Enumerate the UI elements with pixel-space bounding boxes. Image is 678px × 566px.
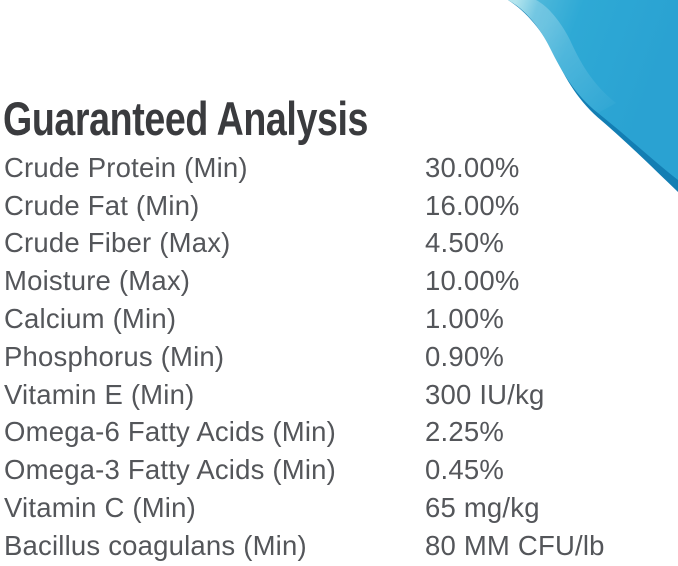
analysis-row: Phosphorus (Min) 0.90% bbox=[4, 338, 676, 376]
nutrient-value: 0.45% bbox=[425, 454, 504, 486]
nutrient-label: Crude Protein (Min) bbox=[4, 151, 248, 183]
nutrient-label: Vitamin C (Min) bbox=[4, 492, 196, 524]
nutrient-value: 2.25% bbox=[425, 416, 504, 448]
nutrient-value: 80 MM CFU/lb bbox=[425, 529, 605, 561]
nutrient-label: Phosphorus (Min) bbox=[4, 340, 225, 372]
nutrient-label: Omega-3 Fatty Acids (Min) bbox=[4, 454, 337, 486]
analysis-row: Crude Fiber (Max) 4.50% bbox=[4, 225, 676, 263]
analysis-row: Bacillus coagulans (Min) 80 MM CFU/lb bbox=[4, 527, 676, 565]
analysis-row: Omega-6 Fatty Acids (Min) 2.25% bbox=[4, 414, 676, 452]
nutrient-label: Vitamin E (Min) bbox=[4, 378, 195, 410]
nutrient-label: Crude Fat (Min) bbox=[4, 189, 200, 221]
analysis-row: Crude Fat (Min) 16.00% bbox=[4, 187, 676, 225]
nutrient-label: Omega-6 Fatty Acids (Min) bbox=[4, 416, 337, 448]
nutrient-label: Bacillus coagulans (Min) bbox=[4, 529, 307, 561]
analysis-row: Calcium (Min) 1.00% bbox=[4, 300, 676, 338]
nutrient-value: 4.50% bbox=[425, 227, 504, 259]
nutrient-value: 1.00% bbox=[425, 303, 504, 335]
analysis-row: Vitamin E (Min) 300 IU/kg bbox=[4, 376, 676, 414]
nutrient-value: 300 IU/kg bbox=[425, 378, 545, 410]
analysis-row: Crude Protein (Min) 30.00% bbox=[4, 149, 676, 187]
nutrient-value: 10.00% bbox=[425, 265, 520, 297]
analysis-row: Omega-3 Fatty Acids (Min) 0.45% bbox=[4, 451, 676, 489]
nutrient-value: 16.00% bbox=[425, 189, 520, 221]
analysis-row: Moisture (Max) 10.00% bbox=[4, 262, 676, 300]
analysis-row: Vitamin C (Min) 65 mg/kg bbox=[4, 489, 676, 527]
nutrient-value: 30.00% bbox=[425, 151, 520, 183]
analysis-table: Crude Protein (Min) 30.00% Crude Fat (Mi… bbox=[4, 149, 676, 565]
nutrient-label: Calcium (Min) bbox=[4, 303, 177, 335]
nutrient-label: Crude Fiber (Max) bbox=[4, 227, 231, 259]
swoosh-highlight bbox=[508, 0, 616, 113]
page-title: Guaranteed Analysis bbox=[3, 92, 369, 146]
nutrient-value: 65 mg/kg bbox=[425, 492, 540, 524]
nutrient-label: Moisture (Max) bbox=[4, 265, 191, 297]
nutrient-value: 0.90% bbox=[425, 340, 504, 372]
